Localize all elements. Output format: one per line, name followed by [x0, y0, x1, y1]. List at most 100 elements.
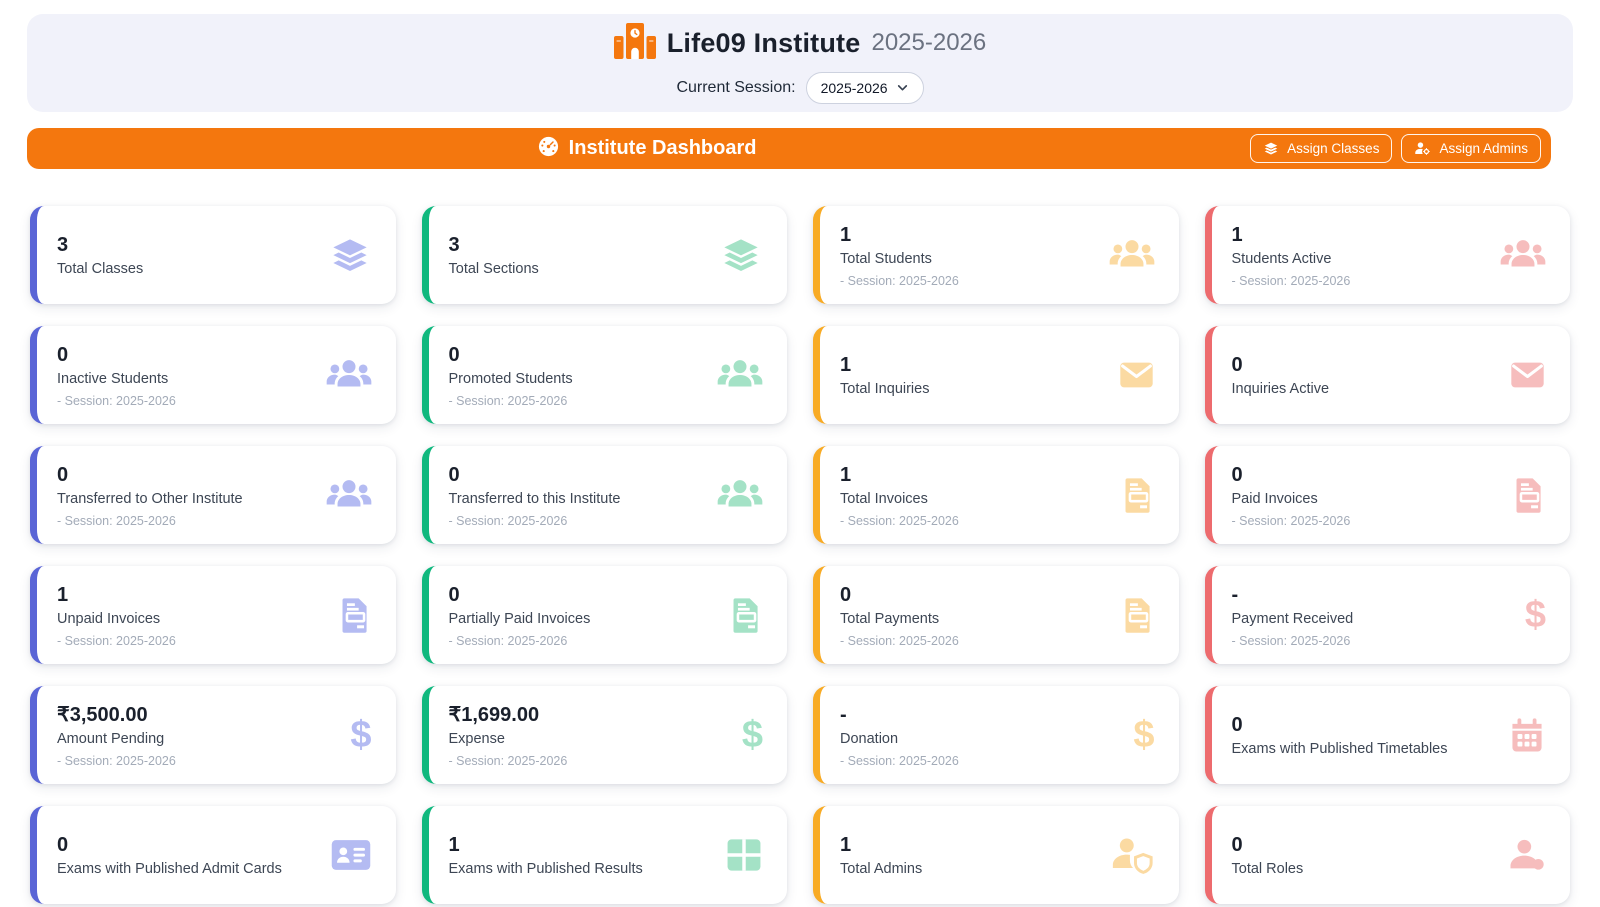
card-text: 1 Unpaid Invoices - Session: 2025-2026 [57, 583, 324, 648]
card-label: Total Admins [840, 861, 923, 877]
card-session: - Session: 2025-2026 [57, 513, 176, 528]
users-icon [326, 354, 372, 396]
card-label: Total Sections [448, 261, 539, 277]
card-label: Inactive Students [57, 370, 169, 387]
card-label: Total Payments [840, 610, 940, 627]
card-value: - [840, 703, 847, 726]
card-session: - Session: 2025-2026 [840, 633, 959, 648]
institute-name: Life09 Institute [666, 27, 861, 58]
card-session: - Session: 2025-2026 [840, 513, 959, 528]
card-text: 0 Inactive Students - Session: 2025-2026 [57, 343, 324, 408]
stat-card: 1 Unpaid Invoices - Session: 2025-2026 [30, 566, 396, 664]
card-value: 1 [1231, 223, 1243, 246]
card-label: Exams with Published Results [448, 861, 643, 877]
stat-card: 1 Total Inquiries [813, 326, 1179, 424]
users-icon [717, 354, 763, 396]
layers-icon [719, 235, 763, 275]
user-shield-icon [1109, 835, 1155, 875]
card-label: Students Active [1231, 250, 1332, 267]
stat-card: 1 Total Admins [813, 806, 1179, 904]
dollar-icon: $ [741, 714, 763, 756]
assign-admins-button[interactable]: Assign Admins [1401, 134, 1541, 163]
card-text: - Donation - Session: 2025-2026 [840, 703, 1107, 768]
assign-classes-label: Assign Classes [1287, 141, 1380, 156]
assign-classes-button[interactable]: Assign Classes [1250, 134, 1393, 163]
card-session: - Session: 2025-2026 [448, 513, 568, 528]
id-card-icon [330, 838, 372, 872]
card-session: - Session: 2025-2026 [840, 273, 959, 288]
card-value: 1 [840, 223, 852, 246]
card-text: 1 Total Admins [840, 833, 1107, 877]
card-session: - Session: 2025-2026 [448, 393, 568, 408]
layers-icon [1263, 141, 1279, 156]
dollar-icon: $ [1133, 714, 1155, 756]
card-text: 0 Promoted Students - Session: 2025-2026 [449, 343, 716, 408]
card-value: 0 [1231, 354, 1243, 376]
stat-card: - Payment Received - Session: 2025-2026 … [1204, 566, 1570, 664]
card-value: 3 [448, 234, 460, 256]
card-label: Total Students [840, 250, 932, 267]
stat-card: 1 Total Invoices - Session: 2025-2026 [813, 446, 1179, 544]
card-text: 0 Total Roles [1232, 833, 1499, 877]
school-icon [613, 22, 656, 64]
session-dropdown-value: 2025-2026 [820, 79, 888, 96]
stat-card: 1 Students Active - Session: 2025-2026 [1204, 206, 1570, 304]
file-invoice-icon [730, 596, 763, 634]
brand-row: Life09 Institute 2025-2026 [613, 22, 987, 64]
stat-card: 0 Partially Paid Invoices - Session: 202… [421, 566, 787, 664]
current-session-label: Current Session: [676, 78, 796, 96]
card-label: Paid Invoices [1231, 490, 1318, 507]
card-label: Unpaid Invoices [57, 610, 161, 627]
card-label: Transferred to Other Institute [57, 490, 243, 507]
stat-card: 0 Transferred to Other Institute - Sessi… [30, 446, 396, 544]
card-label: Amount Pending [57, 730, 165, 747]
stat-card: 1 Total Students - Session: 2025-2026 [813, 206, 1179, 304]
card-text: - Payment Received - Session: 2025-2026 [1232, 583, 1499, 648]
dollar-icon: $ [1524, 594, 1546, 636]
session-row: Current Session: 2025-2026 [676, 71, 924, 104]
institute-session-year: 2025-2026 [871, 29, 987, 56]
file-invoice-icon [339, 596, 372, 634]
stat-card: 0 Exams with Published Timetables [1204, 686, 1570, 784]
card-value: 1 [840, 354, 852, 376]
card-text: 0 Paid Invoices - Session: 2025-2026 [1232, 463, 1499, 528]
card-text: 1 Students Active - Session: 2025-2026 [1232, 223, 1499, 288]
session-dropdown[interactable]: 2025-2026 [805, 71, 924, 104]
stat-card: ₹1,699.00 Expense - Session: 2025-2026 $ [421, 686, 787, 784]
stat-card: 0 Inquiries Active [1204, 326, 1570, 424]
card-text: 1 Total Invoices - Session: 2025-2026 [840, 463, 1107, 528]
institute-header: Life09 Institute 2025-2026 Current Sessi… [27, 14, 1573, 112]
card-value: 0 [57, 343, 69, 366]
file-invoice-icon [1122, 596, 1155, 634]
chevron-down-icon [896, 81, 909, 94]
card-label: Total Roles [1231, 861, 1304, 877]
stat-card: 0 Transferred to this Institute - Sessio… [421, 446, 787, 544]
stat-card: 3 Total Sections [421, 206, 787, 304]
card-label: Promoted Students [448, 370, 573, 387]
dashboard-title-wrap: Institute Dashboard [43, 135, 1250, 163]
card-value: 1 [448, 834, 460, 856]
file-invoice-icon [1122, 476, 1155, 514]
card-text: 1 Total Students - Session: 2025-2026 [840, 223, 1107, 288]
envelope-icon [1118, 358, 1155, 392]
card-label: Exams with Published Timetables [1231, 741, 1448, 757]
card-value: ₹1,699.00 [448, 703, 540, 726]
card-value: 0 [1231, 714, 1243, 736]
card-session: - Session: 2025-2026 [57, 393, 176, 408]
card-session: - Session: 2025-2026 [1231, 513, 1351, 528]
layers-icon [328, 235, 372, 275]
card-value: 0 [1231, 834, 1243, 856]
card-session: - Session: 2025-2026 [448, 633, 568, 648]
card-session: - Session: 2025-2026 [448, 753, 568, 768]
card-value: 0 [840, 583, 852, 606]
users-icon [326, 474, 372, 516]
card-text: 0 Transferred to this Institute - Sessio… [449, 463, 716, 528]
calendar-icon [1508, 716, 1546, 754]
card-value: 0 [448, 343, 460, 366]
card-value: 1 [840, 834, 852, 856]
card-value: 0 [448, 583, 460, 606]
users-icon [1500, 234, 1546, 276]
dashboard-page: Life09 Institute 2025-2026 Current Sessi… [0, 14, 1600, 904]
gauge-icon [537, 135, 560, 163]
card-value: 1 [57, 583, 69, 606]
